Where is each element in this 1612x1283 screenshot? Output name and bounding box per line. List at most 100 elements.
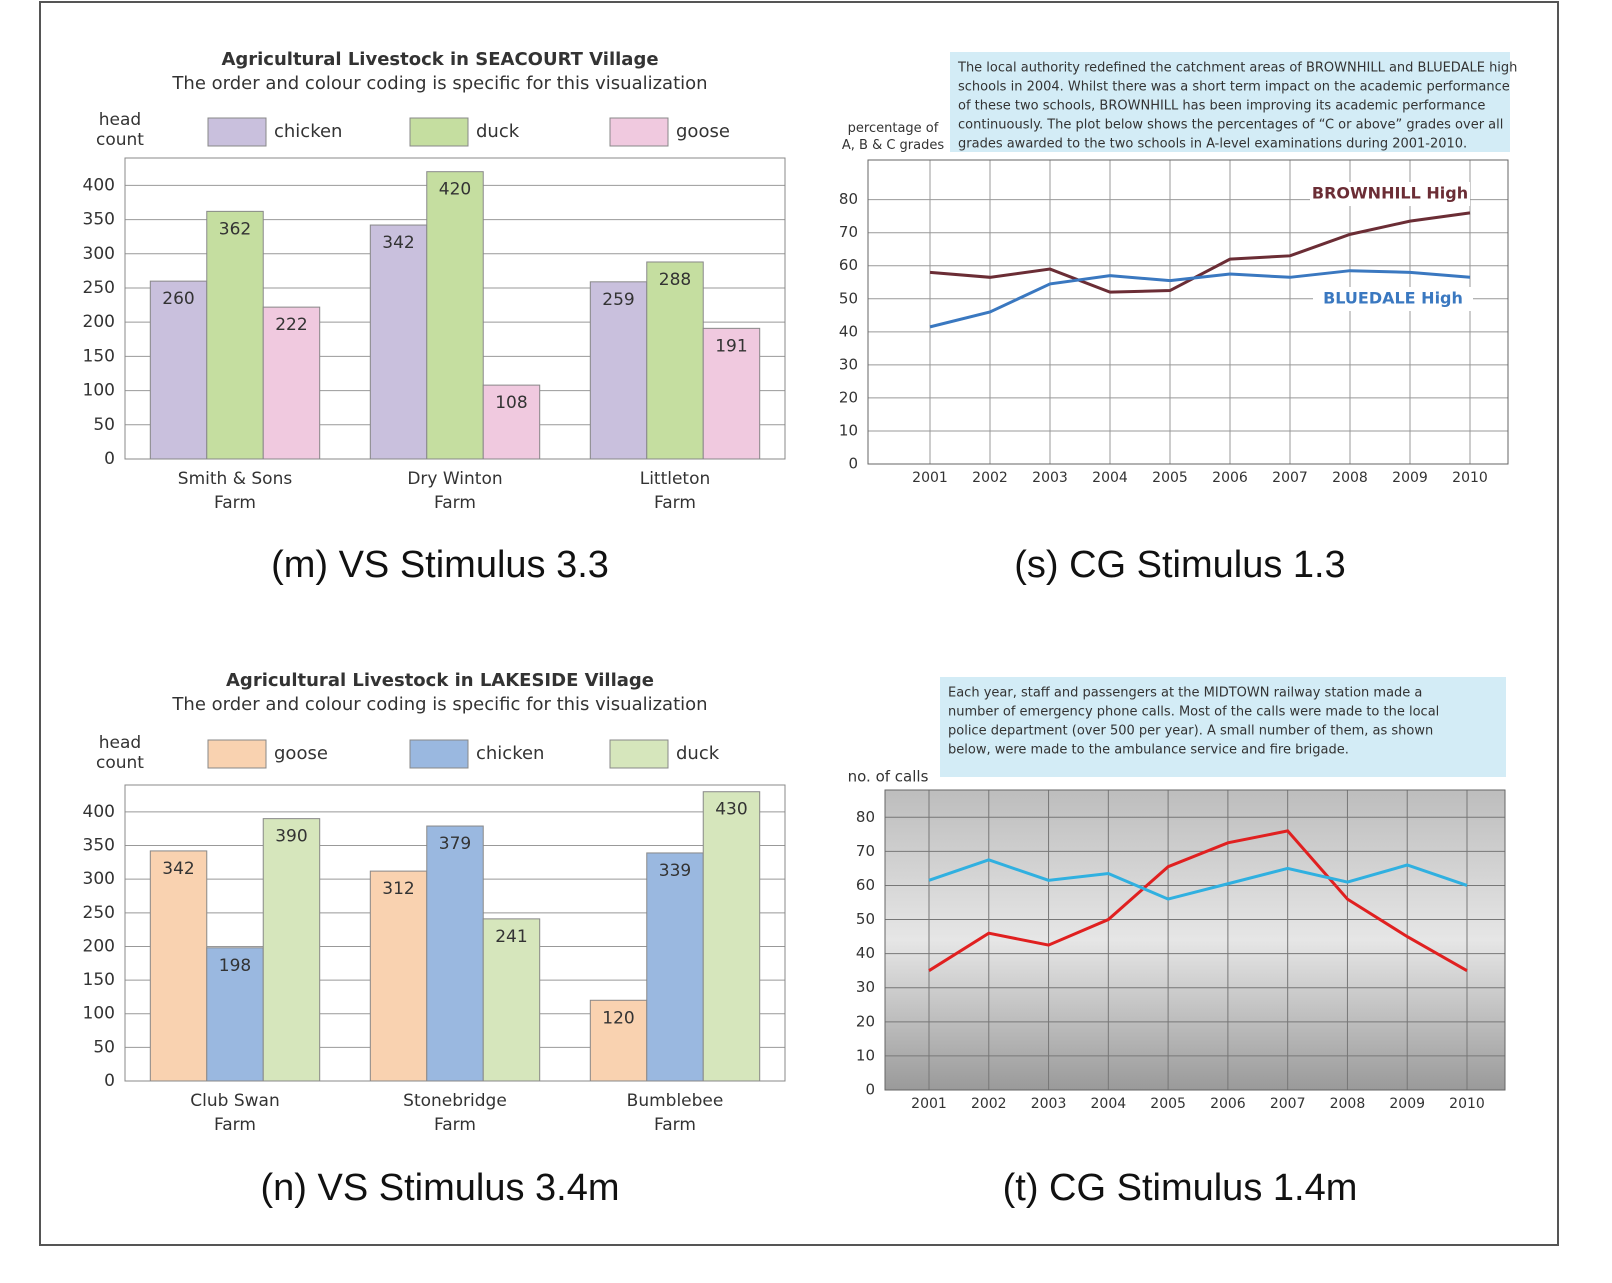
series-label: BROWNHILL High (1312, 184, 1468, 203)
legend-label: goose (676, 121, 730, 142)
y-axis-label: head count (96, 733, 144, 773)
x-tick-label: Dry Winton Farm (407, 469, 502, 513)
value-label: 390 (275, 827, 307, 847)
y-tick-label: 80 (839, 190, 858, 208)
value-label: 198 (219, 956, 251, 976)
y-axis-label: head count (96, 110, 144, 150)
bar (589, 281, 648, 460)
x-tick-label: 2006 (1210, 1096, 1246, 1112)
plot-frame (124, 157, 786, 460)
value-label: 120 (602, 1008, 634, 1028)
x-tick-label: 2002 (972, 470, 1008, 486)
legend-swatch (609, 739, 669, 769)
line-series (928, 858, 1468, 901)
y-tick-label: 350 (83, 836, 115, 856)
x-tick-label: 2010 (1449, 1096, 1485, 1112)
x-tick-label: 2006 (1212, 470, 1248, 486)
annotation-line: continuously. The plot below shows the p… (958, 118, 1503, 133)
y-tick-label: 100 (83, 381, 115, 401)
annotation-line: of these two schools, BROWNHILL has been… (958, 99, 1485, 114)
value-label: 379 (439, 834, 471, 854)
x-tick-label: 2007 (1270, 1096, 1306, 1112)
chart-title: Agricultural Livestock in SEACOURT Villa… (221, 49, 658, 70)
series-label-bg (1310, 182, 1470, 206)
annotation-line: below, were made to the ambulance servic… (948, 743, 1349, 758)
bar (646, 852, 704, 1082)
legend-label: duck (476, 121, 520, 142)
y-tick-label: 10 (839, 421, 858, 439)
y-tick-label: 50 (839, 289, 858, 307)
legend-label: goose (274, 743, 328, 764)
caption: (t) CG Stimulus 1.4m (1003, 1167, 1358, 1209)
x-tick-label: Club Swan Farm (190, 1091, 279, 1135)
value-label: 288 (659, 270, 691, 290)
y-tick-label: 0 (104, 449, 115, 469)
x-tick-label: Stonebridge Farm (403, 1091, 507, 1135)
y-tick-label: 250 (83, 278, 115, 298)
x-tick-label: 2009 (1392, 470, 1428, 486)
y-tick-label: 20 (839, 388, 858, 406)
series-label-bg (1313, 287, 1473, 311)
y-tick-label: 60 (856, 876, 875, 894)
chart-subtitle: The order and colour coding is specific … (171, 694, 707, 715)
x-tick-label: 2003 (1032, 470, 1068, 486)
y-tick-label: 70 (856, 842, 875, 860)
frame (39, 1, 1559, 1246)
legend-label: duck (676, 743, 720, 764)
value-label: 241 (495, 927, 527, 947)
y-tick-label: 50 (93, 415, 115, 435)
y-tick-label: 250 (83, 903, 115, 923)
bar (206, 210, 264, 460)
legend-swatch (409, 117, 469, 147)
y-axis-label: no. of calls (848, 768, 929, 786)
x-tick-label: 2007 (1272, 470, 1308, 486)
y-tick-label: 150 (83, 346, 115, 366)
annotation-line: schools in 2004. Whilst there was a shor… (958, 80, 1510, 95)
y-tick-label: 300 (83, 869, 115, 889)
caption: (s) CG Stimulus 1.3 (1014, 544, 1346, 586)
value-label: 259 (602, 290, 634, 310)
annotation-box (940, 677, 1506, 777)
legend-swatch (207, 117, 267, 147)
bar (369, 224, 428, 460)
y-tick-label: 20 (856, 1012, 875, 1030)
x-tick-label: Littleton Farm (640, 469, 711, 513)
bar (426, 171, 484, 460)
annotation-line: number of emergency phone calls. Most of… (948, 705, 1439, 720)
bar (589, 999, 648, 1082)
line-series (929, 269, 1471, 329)
value-label: 430 (715, 800, 747, 820)
y-tick-label: 200 (83, 936, 115, 956)
annotation-box (950, 52, 1510, 152)
x-tick-label: 2005 (1150, 1096, 1186, 1112)
y-tick-label: 0 (104, 1071, 115, 1091)
value-label: 339 (659, 861, 691, 881)
annotation-line: Each year, staff and passengers at the M… (948, 686, 1422, 701)
x-tick-label: 2005 (1152, 470, 1188, 486)
annotation-line: The local authority redefined the catchm… (957, 61, 1517, 76)
legend-swatch (207, 739, 267, 769)
y-tick-label: 150 (83, 970, 115, 990)
y-tick-label: 40 (856, 944, 875, 962)
value-label: 420 (439, 180, 471, 200)
bar (702, 791, 761, 1082)
legend-swatch (609, 117, 669, 147)
x-tick-label: 2003 (1031, 1096, 1067, 1112)
plot-frame (884, 789, 1506, 1091)
x-tick-label: 2001 (912, 470, 948, 486)
y-tick-label: 70 (839, 223, 858, 241)
bar (369, 870, 428, 1082)
y-tick-label: 50 (93, 1037, 115, 1057)
bar (149, 850, 208, 1082)
y-tick-label: 10 (856, 1046, 875, 1064)
y-tick-label: 40 (839, 322, 858, 340)
x-tick-label: 2008 (1332, 470, 1368, 486)
y-tick-label: 30 (839, 355, 858, 373)
y-tick-label: 80 (856, 808, 875, 826)
chart-subtitle: The order and colour coding is specific … (171, 73, 707, 94)
series-label: BLUEDALE High (1323, 289, 1463, 308)
y-tick-label: 400 (83, 802, 115, 822)
annotation-line: grades awarded to the two schools in A-l… (958, 137, 1467, 152)
x-tick-label: 2009 (1389, 1096, 1425, 1112)
